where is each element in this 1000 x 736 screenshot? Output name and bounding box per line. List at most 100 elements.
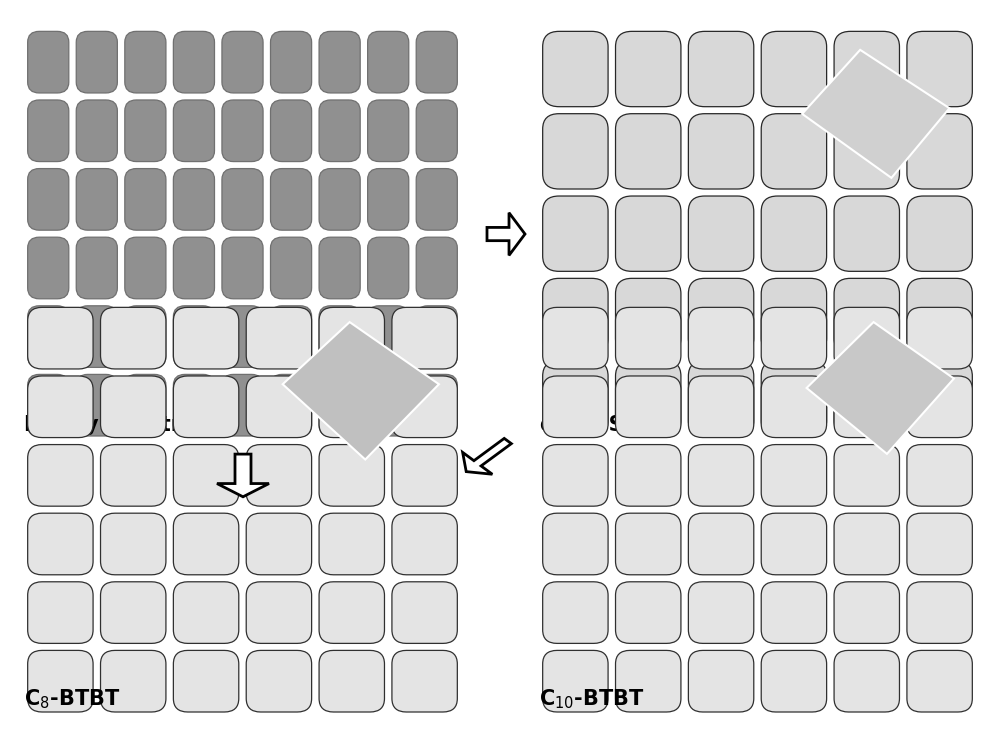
FancyBboxPatch shape: [222, 237, 263, 299]
FancyBboxPatch shape: [688, 376, 754, 438]
FancyBboxPatch shape: [392, 445, 457, 506]
FancyBboxPatch shape: [616, 361, 681, 436]
FancyBboxPatch shape: [907, 361, 972, 436]
FancyBboxPatch shape: [907, 278, 972, 354]
FancyBboxPatch shape: [543, 581, 608, 643]
FancyBboxPatch shape: [834, 581, 899, 643]
FancyBboxPatch shape: [616, 196, 681, 272]
FancyBboxPatch shape: [28, 376, 93, 438]
FancyBboxPatch shape: [907, 308, 972, 369]
FancyBboxPatch shape: [688, 113, 754, 189]
FancyBboxPatch shape: [173, 581, 239, 643]
FancyBboxPatch shape: [834, 278, 899, 354]
FancyBboxPatch shape: [543, 308, 608, 369]
FancyBboxPatch shape: [28, 445, 93, 506]
Text: Empty substrate: Empty substrate: [24, 415, 219, 435]
FancyBboxPatch shape: [834, 445, 899, 506]
FancyBboxPatch shape: [173, 169, 214, 230]
Polygon shape: [487, 213, 525, 255]
FancyBboxPatch shape: [416, 237, 457, 299]
FancyBboxPatch shape: [101, 376, 166, 438]
FancyBboxPatch shape: [543, 513, 608, 575]
FancyBboxPatch shape: [834, 113, 899, 189]
FancyBboxPatch shape: [368, 32, 409, 93]
Polygon shape: [807, 322, 954, 454]
Text: C$_8$-BTBT: C$_8$-BTBT: [24, 687, 120, 711]
FancyBboxPatch shape: [688, 196, 754, 272]
FancyBboxPatch shape: [416, 32, 457, 93]
FancyBboxPatch shape: [101, 308, 166, 369]
FancyBboxPatch shape: [761, 445, 827, 506]
FancyBboxPatch shape: [616, 376, 681, 438]
FancyBboxPatch shape: [688, 445, 754, 506]
FancyBboxPatch shape: [416, 100, 457, 162]
FancyBboxPatch shape: [834, 308, 899, 369]
FancyBboxPatch shape: [392, 513, 457, 575]
FancyBboxPatch shape: [28, 513, 93, 575]
FancyBboxPatch shape: [222, 305, 263, 367]
FancyBboxPatch shape: [173, 375, 214, 436]
FancyBboxPatch shape: [616, 308, 681, 369]
Polygon shape: [802, 50, 949, 178]
FancyBboxPatch shape: [616, 113, 681, 189]
FancyBboxPatch shape: [319, 651, 384, 712]
FancyBboxPatch shape: [222, 32, 263, 93]
FancyBboxPatch shape: [319, 237, 360, 299]
FancyBboxPatch shape: [319, 375, 360, 436]
FancyBboxPatch shape: [688, 651, 754, 712]
FancyBboxPatch shape: [368, 375, 409, 436]
FancyBboxPatch shape: [319, 305, 360, 367]
FancyBboxPatch shape: [76, 305, 117, 367]
FancyBboxPatch shape: [907, 32, 972, 107]
FancyBboxPatch shape: [271, 32, 312, 93]
FancyBboxPatch shape: [173, 513, 239, 575]
FancyBboxPatch shape: [271, 169, 312, 230]
FancyBboxPatch shape: [907, 445, 972, 506]
FancyBboxPatch shape: [28, 308, 93, 369]
FancyBboxPatch shape: [761, 361, 827, 436]
FancyBboxPatch shape: [543, 361, 608, 436]
FancyBboxPatch shape: [173, 445, 239, 506]
FancyBboxPatch shape: [319, 100, 360, 162]
FancyBboxPatch shape: [125, 237, 166, 299]
FancyBboxPatch shape: [173, 32, 214, 93]
FancyBboxPatch shape: [761, 32, 827, 107]
FancyBboxPatch shape: [125, 305, 166, 367]
FancyBboxPatch shape: [834, 651, 899, 712]
FancyBboxPatch shape: [416, 375, 457, 436]
FancyBboxPatch shape: [834, 513, 899, 575]
FancyBboxPatch shape: [125, 32, 166, 93]
FancyBboxPatch shape: [688, 513, 754, 575]
FancyBboxPatch shape: [834, 361, 899, 436]
FancyBboxPatch shape: [173, 305, 214, 367]
FancyBboxPatch shape: [76, 100, 117, 162]
Text: C$_{10}$-BTBT: C$_{10}$-BTBT: [539, 687, 645, 711]
FancyBboxPatch shape: [761, 513, 827, 575]
FancyBboxPatch shape: [907, 581, 972, 643]
FancyBboxPatch shape: [173, 308, 239, 369]
FancyBboxPatch shape: [125, 169, 166, 230]
FancyBboxPatch shape: [246, 513, 312, 575]
FancyBboxPatch shape: [222, 100, 263, 162]
Polygon shape: [217, 454, 269, 497]
FancyBboxPatch shape: [173, 376, 239, 438]
FancyBboxPatch shape: [368, 100, 409, 162]
FancyBboxPatch shape: [222, 375, 263, 436]
FancyBboxPatch shape: [543, 113, 608, 189]
FancyBboxPatch shape: [319, 308, 384, 369]
FancyBboxPatch shape: [834, 196, 899, 272]
FancyBboxPatch shape: [173, 237, 214, 299]
FancyBboxPatch shape: [416, 169, 457, 230]
FancyBboxPatch shape: [76, 32, 117, 93]
FancyBboxPatch shape: [76, 375, 117, 436]
FancyBboxPatch shape: [834, 32, 899, 107]
FancyBboxPatch shape: [319, 581, 384, 643]
FancyBboxPatch shape: [271, 237, 312, 299]
FancyBboxPatch shape: [368, 169, 409, 230]
FancyBboxPatch shape: [368, 237, 409, 299]
FancyBboxPatch shape: [319, 376, 384, 438]
FancyBboxPatch shape: [907, 513, 972, 575]
FancyBboxPatch shape: [319, 513, 384, 575]
FancyBboxPatch shape: [271, 100, 312, 162]
FancyBboxPatch shape: [125, 375, 166, 436]
